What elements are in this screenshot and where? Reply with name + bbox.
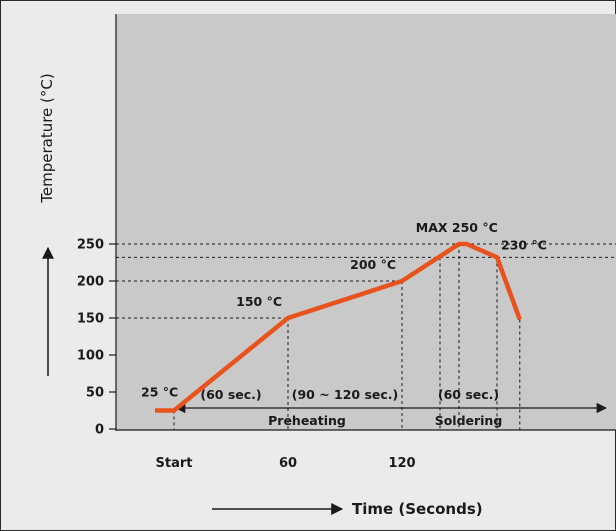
x-axis-title: Time (Seconds) [352, 500, 483, 518]
interval-arrows: (60 sec.) (90 ~ 120 sec.) (60 sec.) Preheat… [174, 387, 608, 428]
interval-label-2: (60 sec.) [438, 387, 499, 402]
x-tick-label-0: Start [156, 456, 193, 471]
y-tick-label-250: 250 [77, 238, 104, 253]
y-tick-label-0: 0 [95, 423, 104, 438]
guide-lines [116, 243, 616, 430]
y-tick-label-150: 150 [77, 312, 104, 327]
y-axis-title-group: Temperature (°C) [38, 73, 56, 376]
series-group [155, 241, 522, 413]
plot-area [116, 14, 616, 430]
y-tick-label-50: 50 [86, 386, 104, 401]
phase-label-soldering: Soldering [435, 413, 503, 428]
x-axis: Start 60 120 [116, 429, 616, 471]
x-axis-title-group: Time (Seconds) [212, 500, 483, 518]
annotation-1: 150 °C [236, 294, 282, 309]
y-axis-title: Temperature (°C) [38, 73, 56, 203]
annotation-4: 230 °C [501, 237, 547, 252]
annotation-3: MAX 250 °C [416, 220, 498, 235]
y-axis: 0 50 100 150 200 250 [77, 14, 117, 438]
x-tick-label-1: 60 [279, 456, 297, 471]
y-tick-label-100: 100 [77, 349, 104, 364]
y-tick-label-200: 200 [77, 275, 104, 290]
series-line-0 [155, 241, 522, 413]
annotation-0: 25 °C [141, 385, 178, 400]
phase-label-preheating: Preheating [268, 413, 346, 428]
annotation-2: 200 °C [350, 257, 396, 272]
interval-label-1: (90 ~ 120 sec.) [292, 387, 399, 402]
interval-label-0: (60 sec.) [200, 387, 261, 402]
x-tick-label-2: 120 [388, 456, 415, 471]
